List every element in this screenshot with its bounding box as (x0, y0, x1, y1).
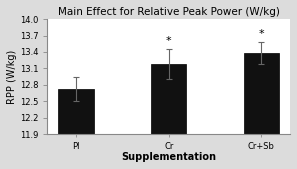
Y-axis label: RPP (W/kg): RPP (W/kg) (7, 50, 17, 104)
X-axis label: Supplementation: Supplementation (121, 152, 216, 162)
Title: Main Effect for Relative Peak Power (W/kg): Main Effect for Relative Peak Power (W/k… (58, 7, 280, 17)
Text: *: * (259, 29, 264, 39)
Bar (151, 64, 186, 169)
Text: *: * (166, 36, 172, 46)
Bar (244, 53, 279, 169)
Bar (59, 89, 94, 169)
